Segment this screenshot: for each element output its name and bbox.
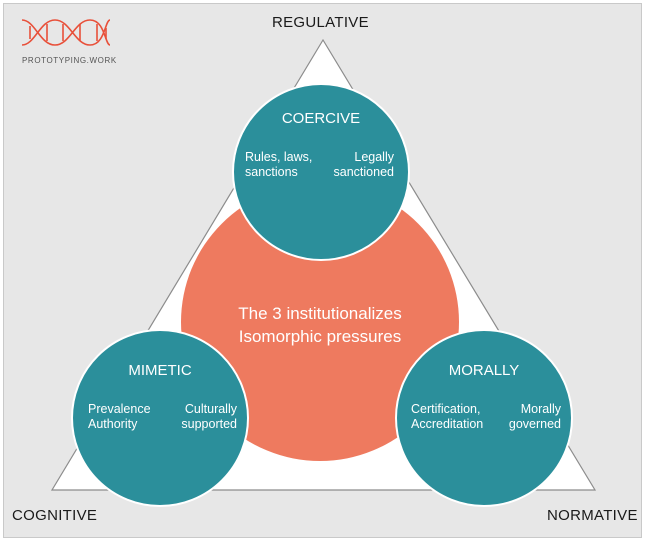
coercive-left-line-1: Rules, laws, xyxy=(245,150,313,164)
coercive-circle xyxy=(232,83,410,261)
dna-logo-icon xyxy=(21,19,111,46)
mimetic-left-line-1: Prevalence xyxy=(88,402,151,416)
mimetic-title: MIMETIC xyxy=(128,362,192,379)
morally-circle xyxy=(395,329,573,507)
coercive-left-line-2: sanctions xyxy=(245,165,298,179)
mimetic-right-line-1: Culturally xyxy=(184,402,237,416)
mimetic-circle xyxy=(71,329,249,507)
center-label: The 3 institutionalizes Isomorphic press… xyxy=(200,302,440,348)
morally-left-line-2: Accreditation xyxy=(411,417,484,431)
mimetic-left-line-2: Authority xyxy=(88,417,138,431)
mimetic-right-line-2: supported xyxy=(181,417,237,431)
morally-left-text: Certification, Accreditation xyxy=(411,402,483,432)
morally-right-text: Morally governed xyxy=(481,402,561,432)
normative-label: NORMATIVE xyxy=(547,507,638,524)
center-line-2: Isomorphic pressures xyxy=(238,327,402,346)
coercive-right-text: Legally sanctioned xyxy=(314,150,394,180)
center-line-1: The 3 institutionalizes xyxy=(238,304,402,323)
coercive-right-line-1: Legally xyxy=(354,150,394,164)
coercive-right-line-2: sanctioned xyxy=(333,165,394,179)
cognitive-label: COGNITIVE xyxy=(12,507,98,524)
logo-text: PROTOTYPING.WORK xyxy=(22,56,117,65)
isomorphic-pressures-circle xyxy=(181,183,459,461)
coercive-left-text: Rules, laws, sanctions xyxy=(245,150,312,180)
mimetic-left-text: Prevalence Authority xyxy=(88,402,151,432)
morally-right-line-2: governed xyxy=(508,417,561,431)
morally-title: MORALLY xyxy=(448,362,520,379)
coercive-title: COERCIVE xyxy=(281,110,361,127)
morally-left-line-1: Certification, xyxy=(411,402,481,416)
morally-right-line-1: Morally xyxy=(520,402,561,416)
regulative-label: REGULATIVE xyxy=(272,14,369,31)
mimetic-right-text: Culturally supported xyxy=(157,402,237,432)
